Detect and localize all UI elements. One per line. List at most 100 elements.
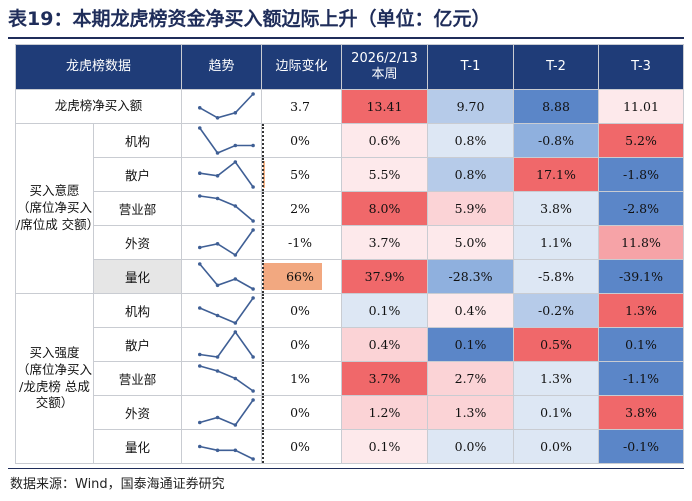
sparkline-point [251,389,255,393]
change-value: 2% [290,201,310,216]
value-current: 0.4% [341,327,429,362]
trend-sparkline [181,259,263,294]
sparkline-point [198,306,202,310]
marginal-change-cell: 66% [261,259,343,294]
value-current: 3.7% [341,361,429,396]
source-note: 数据来源：Wind，国泰海通证券研究 [10,477,225,492]
header-name: 龙虎榜数据 [14,44,183,90]
change-value: -1% [287,235,313,250]
change-value: 1% [290,371,310,386]
value-t2: 1.3% [513,361,600,396]
trend-sparkline [181,293,263,328]
change-value: 3.7 [290,99,310,114]
sparkline-point [233,204,238,208]
sparkline-point [215,242,220,246]
row-label-net-buy: 龙虎榜净买入额 [14,89,183,124]
sparkline-7 [198,330,255,359]
trend-sparkline [181,225,263,260]
table-row: 外资 0% 1.2% 1.3% 0.1% 3.8% [16,395,685,430]
marginal-change-cell: 3.7 [261,89,343,124]
sparkline-line [199,445,254,460]
sparkline-point [215,369,220,373]
sparkline-point [215,313,220,318]
sparkline-line [199,297,254,324]
sparkline-point [233,277,238,281]
value-t2: -0.2% [513,293,600,328]
sparkline-point [198,171,202,175]
sparkline-point [233,143,238,148]
table-row: 散户 0% 0.4% 0.1% 0.5% 0.1% [16,327,685,362]
sparkline-point [251,228,255,232]
value-t2: 8.88 [513,89,600,124]
sparkline-point [215,116,220,120]
sparkline-6 [198,296,255,325]
value-t2: 3.8% [513,191,600,226]
sparkline-line [199,365,254,392]
value-current: 37.9% [341,259,429,294]
sparkline-point [233,448,238,453]
value-t1: 2.7% [427,361,515,396]
sparkline-point [251,185,255,189]
sparkline-point [215,196,220,201]
value-t1: 5.9% [427,191,515,226]
sparkline-line [199,93,254,119]
value-current: 13.41 [341,89,429,124]
row-label: 机构 [92,123,183,158]
value-t3: 11.8% [598,225,685,260]
zero-axis [262,260,265,293]
header-t2: T-2 [513,44,600,90]
trend-sparkline [181,395,263,430]
trend-sparkline [181,361,263,396]
header-t3: T-3 [598,44,685,90]
sparkline-line [199,330,254,358]
change-value: 0% [290,405,310,420]
table-row: 量化 0% 0.1% 0.0% 0.0% -0.1% [16,429,685,464]
sparkline-point [233,253,238,257]
value-current: 5.5% [341,157,429,192]
table-row: 买入意愿 （席位净买入 /席位成 交额） 机构 0% 0.6% 0.8% -0.8% 5.2… [15,123,685,294]
sparkline-point [198,364,202,368]
table-title: 表19：本期龙虎榜资金净买入额边际上升（单位：亿元） [8,8,491,30]
row-label: 机构 [92,293,183,328]
sparkline-point [233,160,238,164]
zero-axis [262,226,265,259]
sparkline-point [198,245,202,250]
header-current: 2026/2/13 本周 [341,44,429,90]
zero-axis [262,124,265,157]
value-t3: 0.1% [598,327,685,362]
marginal-change-cell: -1% [261,225,343,260]
row-label: 散户 [92,157,183,192]
value-t3: 3.8% [598,395,685,430]
sparkline-point [215,355,220,359]
sparkline-point [251,287,255,291]
value-t1: 9.70 [427,89,515,124]
zero-axis [262,158,265,191]
sparkline-line [199,263,254,290]
sparkline-point [233,423,238,427]
sparkline-point [198,420,202,425]
row-label: 量化 [92,259,183,294]
value-current: 3.7% [341,225,429,260]
value-t1: 0.8% [427,123,515,158]
sparkline-line [199,195,254,222]
sparkline-point [198,444,202,449]
row-label: 量化 [92,429,183,464]
sparkline-2 [198,160,255,189]
table-row: 营业部 1% 3.7% 2.7% 1.3% -1.1% [16,361,685,396]
row-label: 外资 [92,395,183,430]
header-change: 边际变化 [261,44,343,90]
header-row: 龙虎榜数据 趋势 边际变化 2026/2/13 本周 T-1 T-2 T-3 [14,44,685,90]
value-t1: 0.0% [427,429,515,464]
change-value: 0% [290,303,310,318]
value-t2: 1.1% [513,225,600,260]
change-bar [263,263,323,290]
trend-sparkline [181,191,263,226]
value-t1: -28.3% [427,259,515,294]
row-label: 散户 [92,327,183,362]
trend-sparkline [181,157,263,192]
trend-sparkline [181,429,263,464]
row-label: 营业部 [92,361,183,396]
value-t2: -0.8% [513,123,600,158]
footer-rule [8,468,684,469]
sparkline-8 [198,364,255,393]
